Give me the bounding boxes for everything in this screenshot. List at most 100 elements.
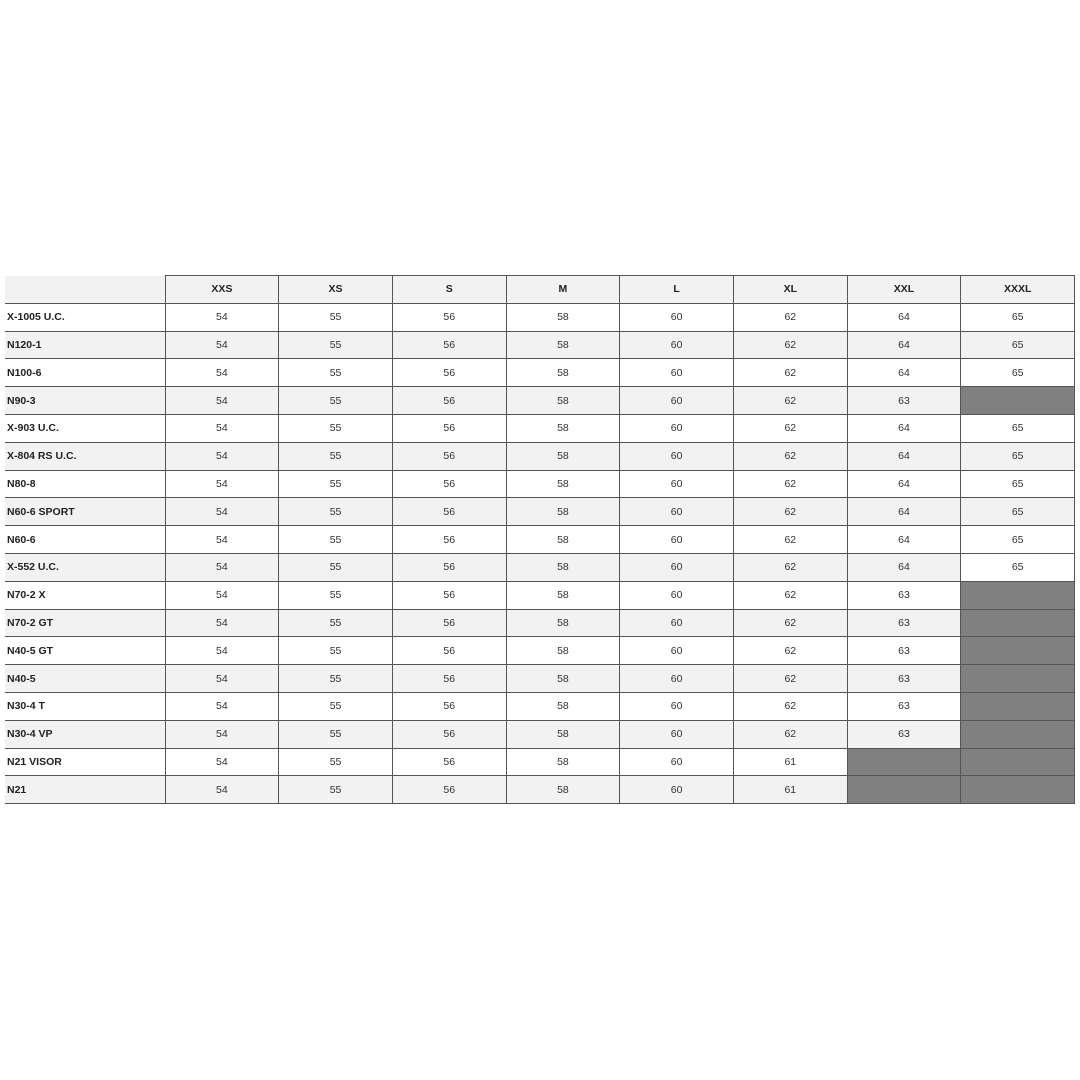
size-value: 65 xyxy=(960,525,1075,554)
size-value: 56 xyxy=(391,636,507,666)
size-value: 56 xyxy=(391,330,507,360)
table-row: N30-4 T 54 55 56 58 60 62 63 xyxy=(5,691,1075,721)
size-value: 61 xyxy=(732,775,848,805)
unavailable-cell xyxy=(846,747,962,777)
size-value: 55 xyxy=(278,413,393,443)
size-value: 54 xyxy=(164,330,280,360)
size-header: XXL xyxy=(846,275,962,304)
size-value: 58 xyxy=(505,413,621,443)
unavailable-cell xyxy=(960,580,1075,610)
table-row: X-552 U.C. 54 55 56 58 60 62 64 65 xyxy=(5,552,1075,582)
header-row: XXS XS S M L XL XXL XXXL xyxy=(5,275,1075,304)
size-value: 60 xyxy=(619,747,734,777)
size-header: XL xyxy=(732,275,848,304)
size-value: 58 xyxy=(505,386,621,415)
size-value: 60 xyxy=(619,469,734,499)
size-value: 65 xyxy=(960,358,1075,388)
size-value: 62 xyxy=(732,608,848,638)
unavailable-cell xyxy=(960,691,1075,721)
size-value: 54 xyxy=(164,775,280,805)
size-value: 54 xyxy=(164,386,280,415)
unavailable-cell xyxy=(960,719,1075,749)
size-value: 63 xyxy=(846,636,962,666)
size-value: 54 xyxy=(164,580,280,610)
size-value: 54 xyxy=(164,358,280,388)
table-row: N120-1 54 55 56 58 60 62 64 65 xyxy=(5,330,1075,360)
size-value: 54 xyxy=(164,664,280,693)
size-value: 54 xyxy=(164,413,280,443)
size-value: 58 xyxy=(505,691,621,721)
size-value: 62 xyxy=(732,691,848,721)
size-value: 65 xyxy=(960,330,1075,360)
size-value: 55 xyxy=(278,302,393,332)
size-value: 62 xyxy=(732,525,848,554)
size-value: 55 xyxy=(278,691,393,721)
size-value: 55 xyxy=(278,580,393,610)
model-name: N40-5 xyxy=(5,664,166,693)
model-name: N30-4 VP xyxy=(5,719,166,749)
size-value: 60 xyxy=(619,386,734,415)
size-value: 55 xyxy=(278,330,393,360)
size-value: 56 xyxy=(391,441,507,471)
model-name: X-1005 U.C. xyxy=(5,302,166,332)
table-row: N21 54 55 56 58 60 61 xyxy=(5,775,1075,805)
unavailable-cell xyxy=(960,608,1075,638)
model-name: X-804 RS U.C. xyxy=(5,441,166,471)
size-value: 56 xyxy=(391,497,507,527)
size-value: 65 xyxy=(960,441,1075,471)
size-value: 54 xyxy=(164,636,280,666)
size-value: 64 xyxy=(846,497,962,527)
size-value: 54 xyxy=(164,497,280,527)
model-name: N30-4 T xyxy=(5,691,166,721)
size-value: 63 xyxy=(846,608,962,638)
size-value: 54 xyxy=(164,608,280,638)
size-header: M xyxy=(505,275,621,304)
size-value: 58 xyxy=(505,608,621,638)
size-value: 65 xyxy=(960,413,1075,443)
size-value: 60 xyxy=(619,441,734,471)
size-value: 62 xyxy=(732,719,848,749)
size-value: 54 xyxy=(164,719,280,749)
size-value: 63 xyxy=(846,580,962,610)
size-value: 64 xyxy=(846,525,962,554)
size-value: 58 xyxy=(505,469,621,499)
size-value: 58 xyxy=(505,552,621,582)
unavailable-cell xyxy=(960,775,1075,805)
size-value: 62 xyxy=(732,358,848,388)
size-value: 55 xyxy=(278,775,393,805)
size-value: 58 xyxy=(505,636,621,666)
size-value: 54 xyxy=(164,691,280,721)
unavailable-cell xyxy=(960,636,1075,666)
size-value: 60 xyxy=(619,413,734,443)
size-value: 62 xyxy=(732,580,848,610)
size-value: 56 xyxy=(391,664,507,693)
model-name: N80-8 xyxy=(5,469,166,499)
size-value: 62 xyxy=(732,664,848,693)
size-value: 56 xyxy=(391,691,507,721)
size-value: 54 xyxy=(164,552,280,582)
table-row: N60-6 54 55 56 58 60 62 64 65 xyxy=(5,525,1075,554)
size-value: 61 xyxy=(732,747,848,777)
size-value: 55 xyxy=(278,747,393,777)
model-name: N120-1 xyxy=(5,330,166,360)
size-value: 54 xyxy=(164,525,280,554)
size-header: L xyxy=(619,275,734,304)
size-value: 58 xyxy=(505,497,621,527)
size-header: XS xyxy=(278,275,393,304)
size-value: 64 xyxy=(846,469,962,499)
size-value: 60 xyxy=(619,636,734,666)
size-value: 60 xyxy=(619,302,734,332)
size-value: 58 xyxy=(505,664,621,693)
table-row: X-1005 U.C. 54 55 56 58 60 62 64 65 xyxy=(5,302,1075,332)
size-value: 63 xyxy=(846,664,962,693)
model-name: X-903 U.C. xyxy=(5,413,166,443)
size-value: 60 xyxy=(619,775,734,805)
size-value: 62 xyxy=(732,497,848,527)
model-name: N40-5 GT xyxy=(5,636,166,666)
size-value: 56 xyxy=(391,552,507,582)
size-value: 60 xyxy=(619,608,734,638)
size-value: 56 xyxy=(391,580,507,610)
size-value: 55 xyxy=(278,386,393,415)
size-value: 62 xyxy=(732,552,848,582)
table-row: N90-3 54 55 56 58 60 62 63 xyxy=(5,386,1075,415)
